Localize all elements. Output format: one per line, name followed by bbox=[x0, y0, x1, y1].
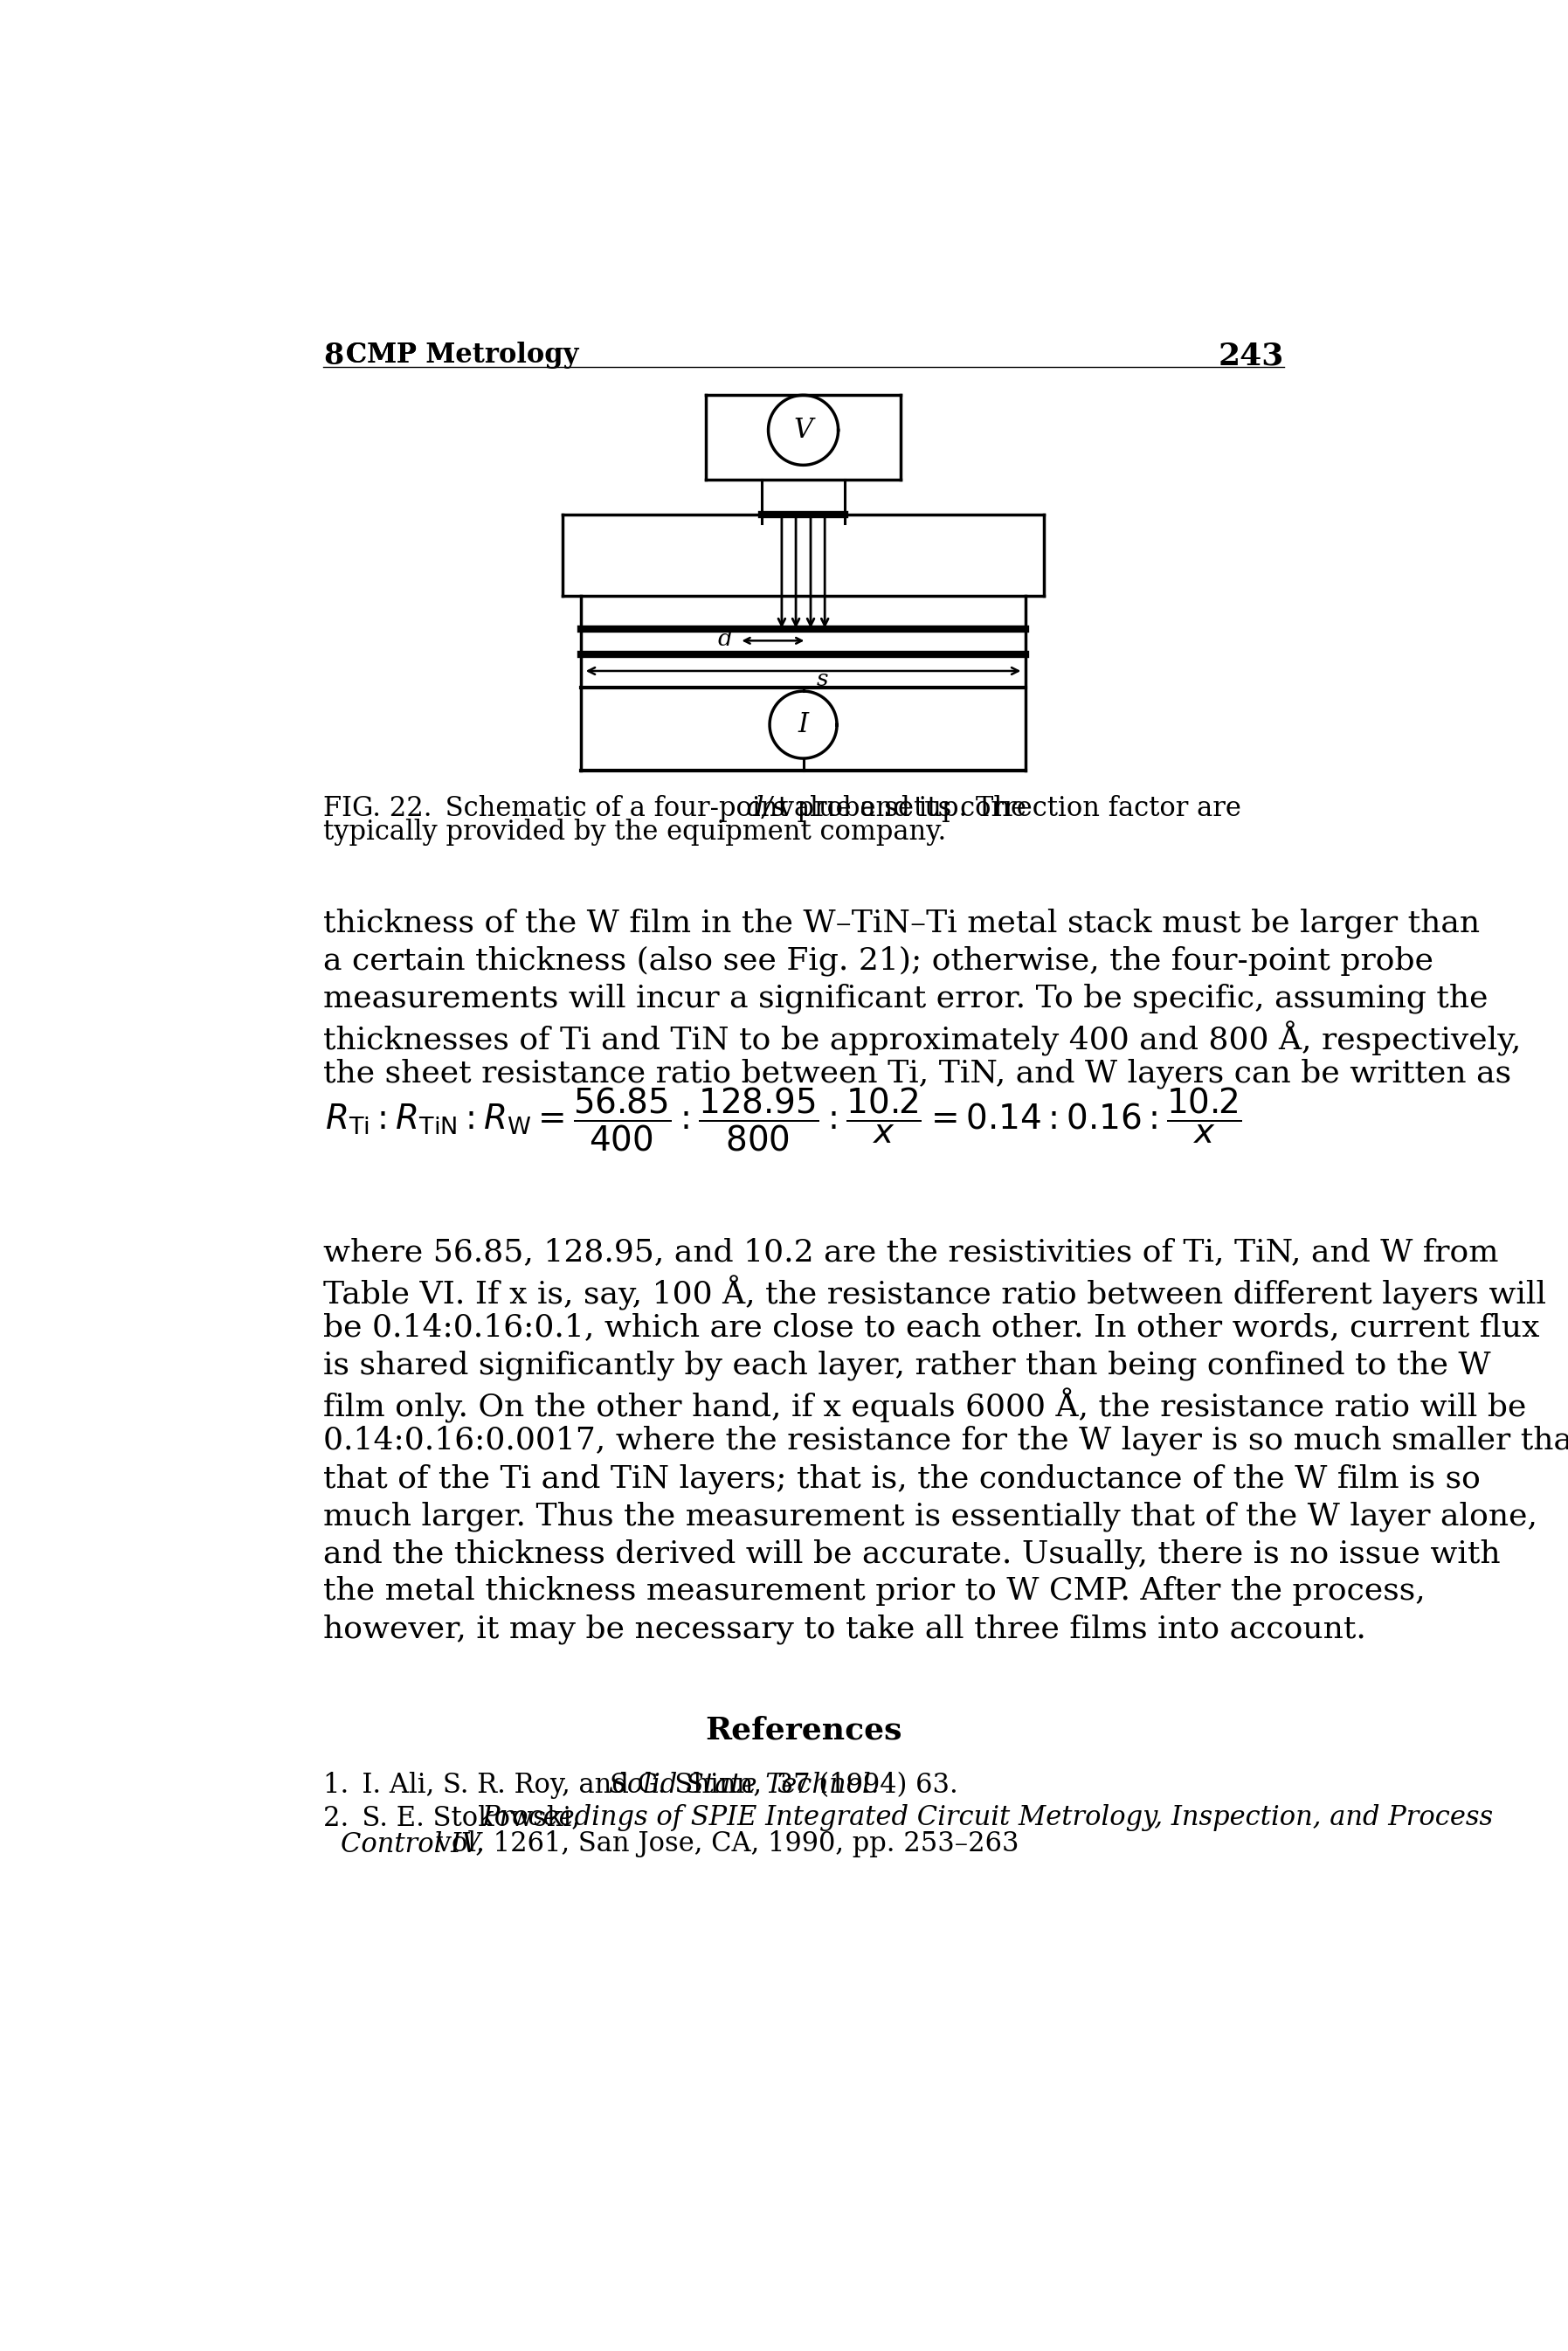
Text: 1. I. Ali, S. R. Roy, and G. Shinn,: 1. I. Ali, S. R. Roy, and G. Shinn, bbox=[323, 1773, 770, 1799]
Text: Proceedings of SPIE Integrated Circuit Metrology, Inspection, and Process: Proceedings of SPIE Integrated Circuit M… bbox=[481, 1806, 1493, 1831]
Text: CMP M: CMP M bbox=[347, 341, 455, 369]
Text: d: d bbox=[718, 628, 732, 649]
Text: I: I bbox=[798, 712, 809, 738]
Text: Table VI. If x is, say, 100 Å, the resistance ratio between different layers wil: Table VI. If x is, say, 100 Å, the resis… bbox=[323, 1274, 1546, 1310]
Text: s: s bbox=[817, 668, 828, 691]
Text: CMP Metrology: CMP Metrology bbox=[347, 341, 579, 369]
Text: film only. On the other hand, if x equals 6000 Å, the resistance ratio will be: film only. On the other hand, if x equal… bbox=[323, 1387, 1526, 1422]
Text: $R_{\mathrm{Ti}}{:}R_{\mathrm{TiN}}{:}R_{\mathrm{W}} = \dfrac{56.85}{400}{:}\dfr: $R_{\mathrm{Ti}}{:}R_{\mathrm{TiN}}{:}R_… bbox=[325, 1086, 1242, 1154]
Text: thickness of the W film in the W–TiN–Ti metal stack must be larger than: thickness of the W film in the W–TiN–Ti … bbox=[323, 907, 1480, 938]
Text: be 0.14:0.16:0.1, which are close to each other. In other words, current flux: be 0.14:0.16:0.1, which are close to eac… bbox=[323, 1312, 1540, 1342]
Text: FIG. 22. Schematic of a four-point probe setup. The: FIG. 22. Schematic of a four-point probe… bbox=[323, 795, 1035, 823]
Text: V: V bbox=[793, 416, 812, 444]
Text: a certain thickness (also see Fig. 21); otherwise, the four-point probe: a certain thickness (also see Fig. 21); … bbox=[323, 945, 1433, 976]
Text: is shared significantly by each layer, rather than being confined to the W: is shared significantly by each layer, r… bbox=[323, 1349, 1491, 1380]
Text: 37 (1994) 63.: 37 (1994) 63. bbox=[767, 1773, 958, 1799]
Text: 0.14:0.16:0.0017, where the resistance for the W layer is so much smaller than: 0.14:0.16:0.0017, where the resistance f… bbox=[323, 1425, 1568, 1455]
Text: typically provided by the equipment company.: typically provided by the equipment comp… bbox=[323, 818, 946, 846]
Text: much larger. Thus the measurement is essentially that of the W layer alone,: much larger. Thus the measurement is ess… bbox=[323, 1500, 1537, 1531]
Text: vol. 1261, San Jose, CA, 1990, pp. 253–263: vol. 1261, San Jose, CA, 1990, pp. 253–2… bbox=[428, 1829, 1019, 1857]
Text: measurements will incur a significant error. To be specific, assuming the: measurements will incur a significant er… bbox=[323, 983, 1488, 1013]
Text: References: References bbox=[704, 1714, 902, 1744]
Text: that of the Ti and TiN layers; that is, the conductance of the W film is so: that of the Ti and TiN layers; that is, … bbox=[323, 1462, 1480, 1493]
Text: 243: 243 bbox=[1218, 341, 1284, 371]
Text: 8: 8 bbox=[323, 341, 343, 369]
Text: d/s: d/s bbox=[746, 795, 786, 823]
Text: the sheet resistance ratio between Ti, TiN, and W layers can be written as: the sheet resistance ratio between Ti, T… bbox=[323, 1058, 1512, 1089]
Text: Control IV,: Control IV, bbox=[340, 1829, 485, 1857]
Text: where 56.85, 128.95, and 10.2 are the resistivities of Ti, TiN, and W from: where 56.85, 128.95, and 10.2 are the re… bbox=[323, 1237, 1499, 1267]
Text: thicknesses of Ti and TiN to be approximately 400 and 800 Å, respectively,: thicknesses of Ti and TiN to be approxim… bbox=[323, 1020, 1521, 1056]
Text: value and its correction factor are: value and its correction factor are bbox=[770, 795, 1242, 823]
Text: the metal thickness measurement prior to W CMP. After the process,: the metal thickness measurement prior to… bbox=[323, 1578, 1425, 1606]
Text: Solid State Technol.: Solid State Technol. bbox=[608, 1773, 880, 1799]
Text: and the thickness derived will be accurate. Usually, there is no issue with: and the thickness derived will be accura… bbox=[323, 1540, 1501, 1568]
Text: however, it may be necessary to take all three films into account.: however, it may be necessary to take all… bbox=[323, 1615, 1366, 1643]
Text: 2. S. E. Stokowski,: 2. S. E. Stokowski, bbox=[323, 1806, 588, 1831]
